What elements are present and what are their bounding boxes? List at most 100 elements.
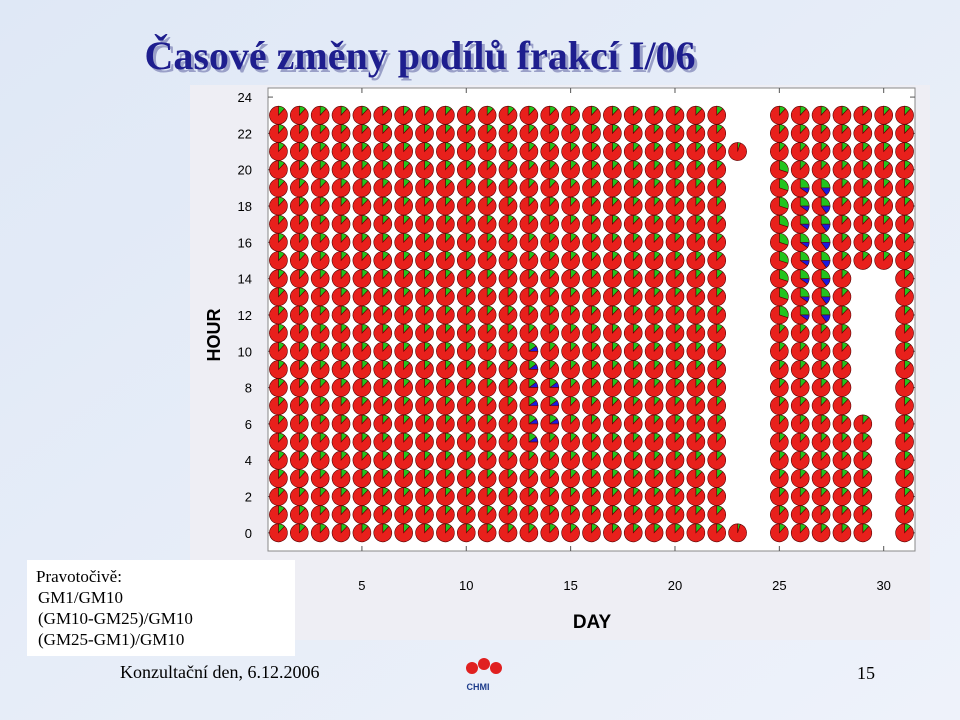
pie-slice — [310, 341, 330, 361]
pie — [707, 523, 727, 543]
pie — [457, 251, 476, 270]
pie — [832, 287, 852, 307]
pie-slice — [373, 396, 393, 415]
pie-slice — [498, 305, 518, 325]
pie-slice — [561, 360, 580, 379]
pie — [331, 287, 351, 307]
pie — [686, 487, 706, 506]
pie — [331, 378, 351, 397]
pie-slice — [477, 305, 497, 325]
pie-slice — [331, 469, 351, 488]
pie — [790, 105, 810, 125]
x-tick-label: 30 — [876, 578, 890, 593]
pie-slice — [895, 323, 914, 343]
pie — [770, 432, 789, 452]
pie — [540, 487, 560, 506]
pie-slice — [394, 124, 413, 143]
pie — [540, 523, 560, 543]
pie — [352, 469, 372, 488]
pie — [790, 487, 810, 506]
pie — [436, 196, 455, 216]
pie-slice — [373, 487, 393, 506]
pie — [290, 233, 309, 252]
pie-slice — [310, 396, 330, 415]
footer: Konzultační den, 6.12.2006 — [120, 662, 319, 682]
pie-slice — [269, 396, 288, 415]
pie-slice — [519, 196, 539, 216]
pie — [310, 305, 330, 325]
pie-slice — [477, 160, 497, 179]
pie-slice — [895, 469, 914, 488]
pie — [707, 214, 727, 234]
pie — [269, 487, 288, 506]
pie-slice — [770, 196, 789, 216]
pie-slice — [895, 396, 914, 415]
pie-slice — [665, 523, 685, 543]
pie-slice — [498, 323, 518, 343]
pie — [331, 323, 351, 343]
pie — [582, 396, 601, 415]
pie — [310, 269, 330, 288]
pie — [415, 178, 434, 198]
pie-slice — [310, 269, 330, 288]
pie — [832, 124, 852, 143]
pie-slice — [540, 505, 560, 524]
pie-slice — [477, 505, 497, 524]
pie — [644, 124, 664, 143]
pie — [331, 178, 351, 198]
pie-slice — [415, 469, 434, 488]
pie-slice — [561, 105, 580, 125]
pie — [373, 305, 393, 325]
pie-slice — [519, 360, 539, 379]
pie-slice — [310, 160, 330, 179]
pie — [373, 487, 393, 506]
pie — [707, 160, 727, 179]
pie — [623, 487, 643, 506]
pie — [707, 341, 727, 361]
pie — [832, 160, 852, 179]
pie-slice — [561, 341, 580, 361]
pie — [269, 233, 288, 252]
pie — [373, 505, 393, 524]
pie — [310, 142, 330, 161]
pie-slice — [394, 341, 413, 361]
pie — [477, 469, 497, 488]
pie-slice — [644, 487, 664, 506]
pie — [519, 251, 539, 270]
pie-slice — [665, 341, 685, 361]
pie — [331, 432, 351, 452]
pie-slice — [707, 414, 727, 434]
pie-slice — [352, 487, 372, 506]
pie-slice — [790, 505, 810, 524]
pie — [582, 105, 601, 125]
pie — [394, 432, 413, 452]
pie-slice — [665, 124, 685, 143]
pie-slice — [310, 305, 330, 325]
pie — [895, 487, 914, 506]
pie-slice — [290, 233, 309, 252]
pie-slice — [457, 305, 476, 325]
pie-slice — [352, 196, 372, 216]
pie-slice — [352, 233, 372, 252]
pie-slice — [790, 523, 810, 543]
pie-slice — [623, 251, 643, 270]
pie — [331, 523, 351, 543]
pie — [561, 160, 580, 179]
pie — [853, 214, 873, 234]
pie — [895, 414, 914, 434]
pie-slice — [394, 142, 413, 161]
pie-slice — [519, 214, 539, 234]
pie-slice — [436, 450, 455, 470]
pie-slice — [373, 251, 393, 270]
x-tick-label: 5 — [358, 578, 365, 593]
pie-slice — [623, 124, 643, 143]
pie — [477, 233, 497, 252]
pie — [790, 378, 810, 397]
pie-slice — [415, 378, 434, 397]
pie-slice — [686, 233, 706, 252]
pie — [519, 414, 539, 434]
pie — [811, 269, 831, 288]
pie — [832, 269, 852, 288]
pie-slice — [644, 323, 664, 343]
pie-slice — [895, 378, 914, 397]
